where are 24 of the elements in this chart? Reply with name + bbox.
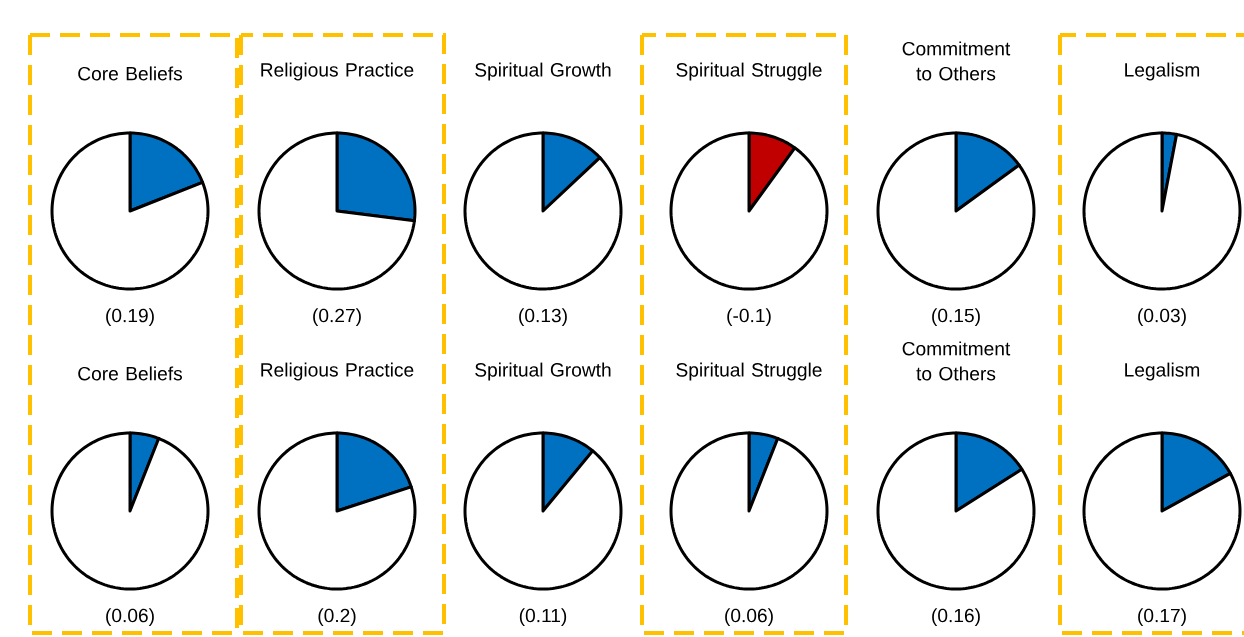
chart-title: Spiritual Struggle (676, 362, 822, 381)
text: (0.27) (313, 308, 361, 327)
chart-title: Legalism (1125, 362, 1200, 381)
chart-title: Spiritual Growth (475, 362, 611, 381)
text: (0.06) (106, 608, 154, 627)
chart-title: Spiritual Struggle (676, 62, 822, 81)
chart-title: Religious Practice (261, 362, 414, 381)
chart-title: Spiritual Growth (475, 62, 611, 81)
text: (0.17) (1138, 608, 1186, 627)
text: (0.15) (932, 308, 980, 327)
chart-title: Core Beliefs (78, 66, 183, 81)
chart-title: Religious Practice (261, 62, 414, 81)
text: (0.13) (519, 308, 567, 327)
chart-title: Legalism (1125, 62, 1200, 81)
text: (0.11) (519, 608, 567, 627)
chart-title: Core Beliefs (78, 366, 183, 381)
chart-title: Commitment to Others (902, 41, 1011, 81)
chart-title: Commitment to Others (902, 341, 1011, 381)
text: (0.2) (318, 608, 356, 627)
text: (0.06) (725, 608, 773, 627)
text: (0.19) (106, 308, 154, 327)
text: (0.03) (1138, 308, 1186, 327)
text: (0.16) (932, 608, 980, 627)
text: (-0.1) (727, 308, 771, 327)
